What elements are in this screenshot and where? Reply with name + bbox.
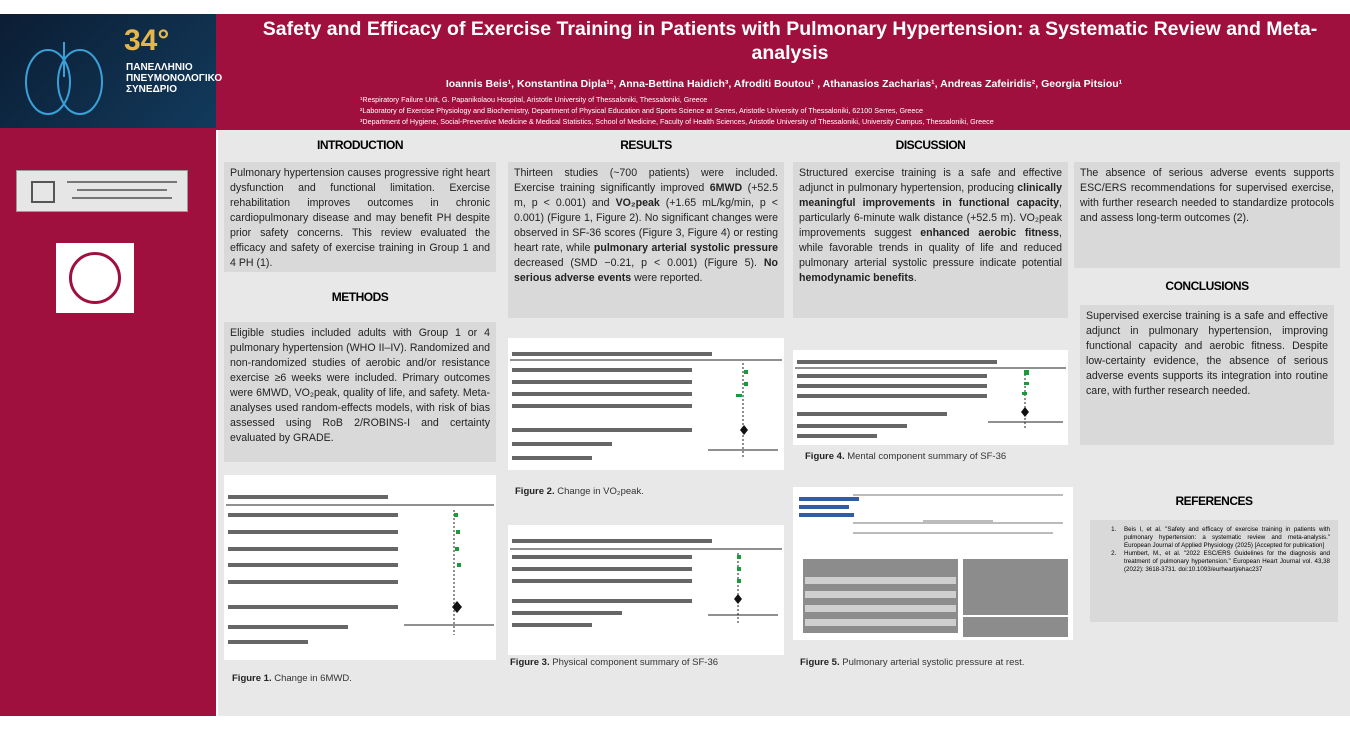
section-text: Pulmonary hypertension causes progressiv… xyxy=(224,162,496,272)
text: , while favorable trends in quality of l… xyxy=(799,227,1062,269)
text: Eligible studies included adults with Gr… xyxy=(230,327,490,444)
section-heading: DISCUSSION xyxy=(895,138,966,152)
section-text: The absence of serious adverse events su… xyxy=(1074,162,1340,268)
bold-text: clinically meaningful improvements in fu… xyxy=(799,182,1062,209)
reference: Humbert, M., et al. "2022 ESC/ERS Guidel… xyxy=(1118,550,1330,574)
text: The absence of serious adverse events su… xyxy=(1080,167,1334,224)
bold-text: enhanced aerobic fitness xyxy=(920,227,1060,239)
plot-lines xyxy=(226,504,494,635)
summary-diamond xyxy=(452,601,462,613)
figure-label: Figure 4. xyxy=(805,451,845,462)
forest-plot xyxy=(793,350,1068,445)
figure-label: Figure 3. xyxy=(510,657,550,668)
reference: Beis I, et al. "Safety and efficacy of e… xyxy=(1118,526,1330,550)
logo-line: ΠΝΕΥΜΟΝΟΛΟΓΙΚΟ xyxy=(126,73,223,84)
figure-text: Pulmonary arterial systolic pressure at … xyxy=(842,657,1025,668)
section-text: Structured exercise training is a safe a… xyxy=(793,162,1068,318)
title: Safety and Efficacy of Exercise Training… xyxy=(262,18,1318,64)
section-heading: REFERENCES xyxy=(1175,494,1253,508)
lung-icon xyxy=(25,42,103,115)
logo-line xyxy=(77,189,167,191)
logo-line xyxy=(72,197,172,199)
meta-regression-figure xyxy=(793,487,1073,640)
text: Thirteen studies (~700 patients) were in… xyxy=(514,167,778,194)
reference-list: Beis I, et al. "Safety and efficacy of e… xyxy=(1090,526,1330,574)
logo-line: ΣΥΝΕΔΡΙΟ xyxy=(126,84,177,95)
section-text: Thirteen studies (~700 patients) were in… xyxy=(508,162,784,318)
university-logo xyxy=(16,170,188,212)
forest-plot xyxy=(508,525,784,655)
logo-text: ΠΑΝΕΛΛΗΝΙΟ ΠΝΕΥΜΟΝΟΛΟΓΙΚΟ ΣΥΝΕΔΡΙΟ xyxy=(126,62,222,95)
plot-text xyxy=(228,495,398,644)
text: Supervised exercise training is a safe a… xyxy=(1086,310,1328,397)
text: , particularly 6-minute walk distance (+… xyxy=(799,197,1062,239)
logo-number: 34° xyxy=(124,24,170,57)
figure-text: Physical component summary of SF-36 xyxy=(552,657,719,668)
section-text: Eligible studies included adults with Gr… xyxy=(224,322,496,462)
figure-label: Figure 5. xyxy=(800,657,840,668)
figure-caption: Figure 2. Change in VO₂peak. xyxy=(515,486,644,497)
header-band xyxy=(0,14,1350,130)
references: Beis I, et al. "Safety and efficacy of e… xyxy=(1090,520,1338,622)
seal-logo xyxy=(56,243,134,313)
bold-text: No serious adverse events xyxy=(514,257,778,284)
figure-text: Change in 6MWD. xyxy=(274,673,352,684)
text: were reported. xyxy=(631,272,703,284)
section-heading: INTRODUCTION xyxy=(317,138,404,152)
affiliations: ¹Respiratory Failure Unit, G. Papanikola… xyxy=(360,94,1340,127)
figure-label: Figure 1. xyxy=(232,673,272,684)
conference-logo: 34° ΠΑΝΕΛΛΗΝΙΟ ΠΝΕΥΜΟΝΟΛΟΓΙΚΟ ΣΥΝΕΔΡΙΟ xyxy=(0,14,222,128)
logo-line xyxy=(67,181,177,183)
figure-text: Mental component summary of SF-36 xyxy=(847,451,1007,462)
section-heading: METHODS xyxy=(331,290,389,304)
section-heading: CONCLUSIONS xyxy=(1165,279,1249,293)
bold-text: VO₂peak xyxy=(615,197,660,209)
section-text: Supervised exercise training is a safe a… xyxy=(1080,305,1334,445)
text: (+1.65 mL/kg/min, p < 0.001) (Figure 1, … xyxy=(514,197,778,254)
bold-text: hemodynamic benefits xyxy=(799,272,914,284)
figure-caption: Figure 1. Change in 6MWD. xyxy=(232,673,352,684)
text: decreased (SMD −0.21, p < 0.001) (Figure… xyxy=(514,257,764,269)
figure-text: Change in VO₂peak. xyxy=(557,486,644,497)
logo-line: ΠΑΝΕΛΛΗΝΙΟ xyxy=(126,62,193,73)
text: . xyxy=(913,272,917,284)
authors: Ioannis Beis¹, Konstantina Dipla¹², Anna… xyxy=(445,78,1123,90)
section-heading: RESULTS xyxy=(620,138,672,152)
bold-text: pulmonary arterial systolic pressure xyxy=(593,242,778,254)
logo-mark xyxy=(31,181,55,203)
text: Structured exercise training is a safe a… xyxy=(799,167,1062,194)
affiliation: ³Department of Hygiene, Social-Preventiv… xyxy=(360,117,994,126)
affiliation: ¹Respiratory Failure Unit, G. Papanikola… xyxy=(360,95,708,104)
bold-text: 6MWD xyxy=(709,182,743,194)
forest-plot xyxy=(224,475,496,660)
points xyxy=(454,513,461,567)
figure-label: Figure 2. xyxy=(515,486,555,497)
forest-plot xyxy=(508,338,784,470)
text: Pulmonary hypertension causes progressiv… xyxy=(230,167,490,269)
sidebar xyxy=(0,130,216,716)
figure-caption: Figure 5. Pulmonary arterial systolic pr… xyxy=(800,657,1024,668)
figure-caption: Figure 3. Physical component summary of … xyxy=(510,657,718,668)
figure-caption: Figure 4. Mental component summary of SF… xyxy=(805,451,1006,462)
text: (+52.5 m, p < 0.001) and xyxy=(514,182,779,209)
affiliation: ²Laboratory of Exercise Physiology and B… xyxy=(360,106,924,115)
seal xyxy=(69,252,121,304)
